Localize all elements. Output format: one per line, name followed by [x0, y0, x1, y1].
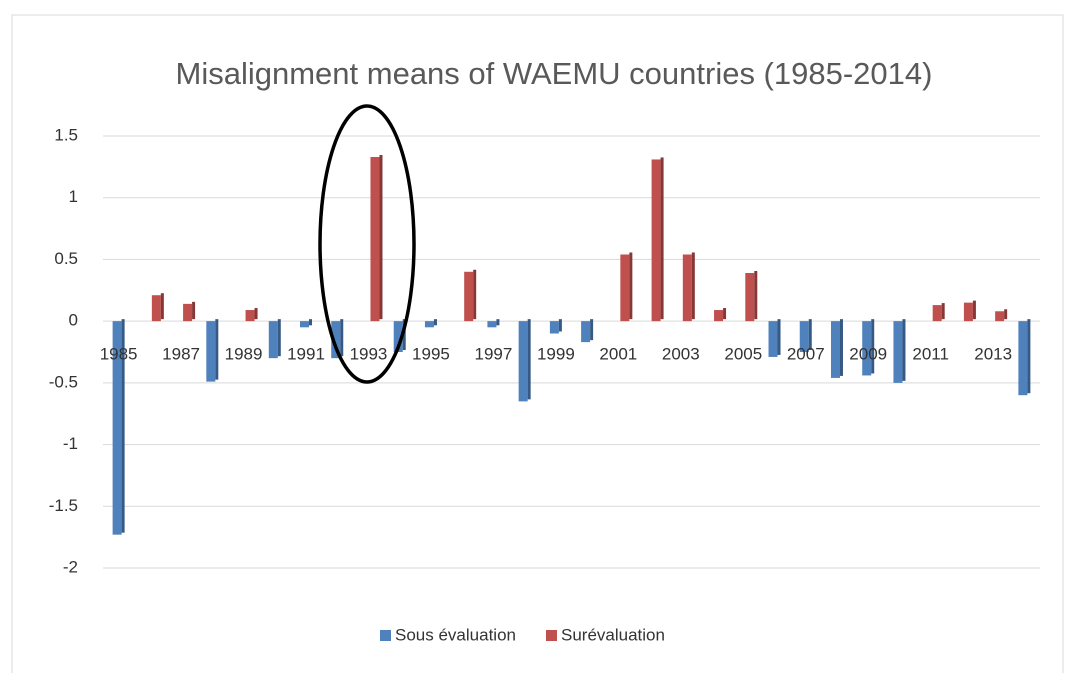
bar	[799, 321, 809, 352]
x-tick-label: 1989	[225, 344, 263, 363]
bar-side	[496, 319, 500, 326]
bars	[112, 154, 1031, 535]
x-tick-label: 1995	[412, 344, 450, 363]
highlight-ellipse	[318, 104, 416, 384]
x-tick-label: 2013	[974, 344, 1012, 363]
x-tick-label: 2001	[599, 344, 637, 363]
bar-side	[160, 293, 164, 320]
bar	[581, 321, 591, 343]
bar	[651, 159, 661, 322]
x-tick-label: 1993	[350, 344, 388, 363]
bar	[206, 321, 216, 382]
y-tick-label: 1	[69, 187, 78, 206]
bar-side	[1027, 319, 1031, 394]
y-tick-label: 0	[69, 311, 78, 330]
x-tick-label: 1991	[287, 344, 325, 363]
bar	[487, 321, 497, 328]
bar-side	[902, 319, 906, 381]
y-tick-label: -1	[63, 434, 78, 453]
labels: 1.5 1 0.5 0 -0.5 -1 -1.5 -2 1985 1987 1989 1991 1993…	[49, 125, 1012, 576]
bar	[745, 273, 755, 322]
bar	[932, 305, 942, 322]
bar	[1018, 321, 1028, 396]
bar	[370, 156, 380, 322]
bar	[245, 310, 255, 322]
bar	[424, 321, 434, 328]
x-tick-label: 1985	[100, 344, 138, 363]
bar	[995, 311, 1005, 322]
x-tick-label: 1987	[162, 344, 200, 363]
bar-side	[473, 269, 477, 320]
bar	[714, 310, 724, 322]
bar-side	[433, 319, 437, 326]
bar-side	[340, 319, 344, 357]
bar-side	[558, 319, 562, 332]
bar-side	[1004, 309, 1008, 320]
bar	[393, 321, 403, 352]
bar-side	[839, 319, 843, 376]
bar-side	[121, 319, 125, 533]
y-tick-label: -1.5	[49, 496, 78, 515]
legend-label: Surévaluation	[561, 625, 665, 644]
bar	[112, 321, 122, 535]
bar-side	[379, 154, 383, 320]
bar	[549, 321, 559, 334]
x-tick-label: 1997	[475, 344, 513, 363]
bar	[464, 271, 474, 322]
bar	[620, 254, 630, 322]
bar	[518, 321, 528, 402]
bar-side	[777, 319, 781, 355]
legend: Sous évaluation Surévaluation	[380, 625, 665, 644]
legend-label: Sous évaluation	[395, 625, 516, 644]
bar	[768, 321, 778, 357]
grid	[103, 135, 1040, 569]
bar	[268, 321, 278, 359]
x-tick-label: 1999	[537, 344, 575, 363]
bar	[183, 303, 193, 322]
y-tick-label: 1.5	[54, 125, 78, 144]
bar-side	[254, 308, 258, 320]
x-tick-label: 2007	[787, 344, 825, 363]
bar-side	[309, 319, 313, 326]
bar-side	[277, 319, 281, 357]
x-tick-label: 2011	[912, 344, 949, 363]
x-tick-label: 2003	[662, 344, 700, 363]
bar	[300, 321, 310, 328]
y-tick-label: -0.5	[49, 372, 78, 391]
chart-title: Misalignment means of WAEMU countries (1…	[176, 56, 933, 91]
bar-side	[527, 319, 531, 400]
x-tick-label: 2009	[849, 344, 887, 363]
bar-side	[941, 303, 945, 320]
bar	[963, 302, 973, 322]
x-tick-label: 2005	[724, 344, 762, 363]
bar-side	[808, 319, 812, 350]
bar-side	[871, 319, 875, 374]
bar-side	[691, 252, 695, 320]
legend-swatch	[380, 630, 391, 641]
bar-side	[629, 252, 633, 320]
bar	[331, 321, 341, 359]
bar	[893, 321, 903, 383]
bar	[682, 254, 692, 322]
bar	[830, 321, 840, 378]
legend-swatch	[545, 630, 557, 641]
bar-side	[754, 271, 758, 320]
bar-side	[660, 157, 664, 320]
bar-side	[972, 300, 976, 320]
bar	[862, 321, 872, 376]
bar-side	[215, 319, 219, 380]
y-tick-label: -2	[63, 557, 78, 576]
bar-side	[723, 308, 727, 320]
bar-side	[590, 319, 594, 341]
y-tick-label: 0.5	[54, 249, 78, 268]
bar	[151, 295, 161, 322]
bar-side	[192, 301, 196, 320]
